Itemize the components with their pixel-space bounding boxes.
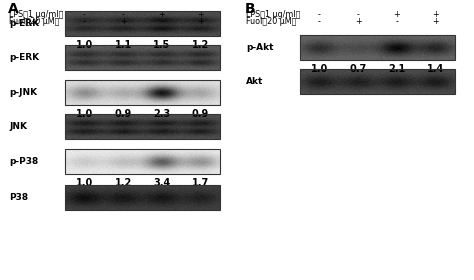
Text: 1.4: 1.4 xyxy=(427,64,444,74)
Text: -: - xyxy=(122,10,125,19)
Text: +: + xyxy=(197,17,204,26)
Text: +: + xyxy=(159,10,165,19)
Text: p-ERK: p-ERK xyxy=(9,53,39,62)
Bar xyxy=(65,80,220,105)
Text: 1.7: 1.7 xyxy=(192,178,209,188)
Bar xyxy=(65,114,220,139)
Text: +: + xyxy=(393,10,400,19)
Text: LPS（1 μg/ml）: LPS（1 μg/ml） xyxy=(9,10,64,19)
Text: P38: P38 xyxy=(9,193,28,202)
Text: 2.3: 2.3 xyxy=(153,109,171,119)
Text: 1.0: 1.0 xyxy=(311,64,328,74)
Text: +: + xyxy=(355,17,362,26)
Text: -: - xyxy=(83,17,86,26)
Text: 1.0: 1.0 xyxy=(76,178,93,188)
Text: LPS（1 μg/ml）: LPS（1 μg/ml） xyxy=(246,10,301,19)
Text: -: - xyxy=(160,17,164,26)
Text: p-JNK: p-JNK xyxy=(9,88,37,97)
Text: p-P38: p-P38 xyxy=(9,157,38,166)
Bar xyxy=(300,69,455,94)
Text: 0.7: 0.7 xyxy=(349,64,367,74)
Bar xyxy=(65,45,220,70)
Text: A: A xyxy=(8,2,19,16)
Text: 1.5: 1.5 xyxy=(153,40,171,50)
Bar xyxy=(65,185,220,210)
Text: p-ERK: p-ERK xyxy=(9,19,39,28)
Text: Akt: Akt xyxy=(246,77,264,86)
Text: p-Akt: p-Akt xyxy=(246,43,273,52)
Text: +: + xyxy=(432,10,439,19)
Text: 1.0: 1.0 xyxy=(76,109,93,119)
Text: +: + xyxy=(120,17,127,26)
Text: -: - xyxy=(357,10,360,19)
Text: 1.0: 1.0 xyxy=(76,40,93,50)
Text: +: + xyxy=(432,17,439,26)
Text: 1.2: 1.2 xyxy=(115,178,132,188)
Text: 3.4: 3.4 xyxy=(153,178,171,188)
Text: 0.9: 0.9 xyxy=(192,109,209,119)
Text: 0.9: 0.9 xyxy=(115,109,132,119)
Text: +: + xyxy=(197,10,204,19)
Bar xyxy=(300,35,455,60)
Text: 2.1: 2.1 xyxy=(388,64,405,74)
Text: 1.2: 1.2 xyxy=(192,40,209,50)
Text: Fuol（20 μM）: Fuol（20 μM） xyxy=(9,17,59,26)
Text: B: B xyxy=(245,2,255,16)
Text: -: - xyxy=(318,17,321,26)
Text: -: - xyxy=(83,10,86,19)
Text: -: - xyxy=(318,10,321,19)
Bar xyxy=(65,11,220,36)
Bar xyxy=(65,149,220,174)
Text: -: - xyxy=(395,17,398,26)
Text: 1.1: 1.1 xyxy=(115,40,132,50)
Text: JNK: JNK xyxy=(9,122,27,131)
Text: Fuol（20 μM）: Fuol（20 μM） xyxy=(246,17,296,26)
